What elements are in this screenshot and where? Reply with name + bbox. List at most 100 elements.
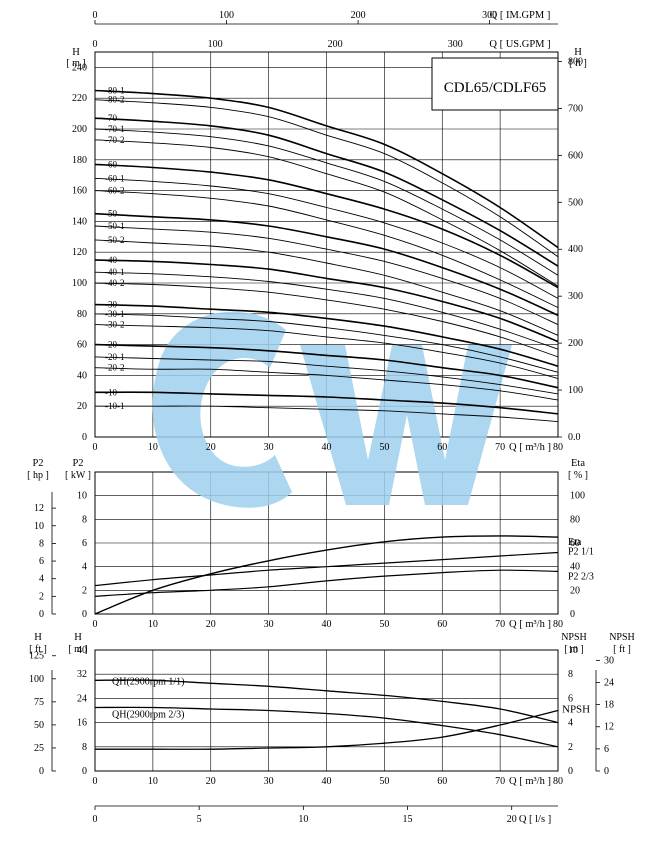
power-eta-title: [ % ] [568,470,588,481]
power-x-tick-label: 20 [206,619,216,630]
head-ft-tick-label: 400 [568,244,583,255]
head-series-label: -60 [105,159,117,169]
power-hp-tick-label: 6 [39,556,44,567]
head-ft-unit: H [574,47,582,58]
watermark-c-shape [152,311,292,508]
power-curve-series [94,569,559,597]
power-eta-tick-label: 20 [570,585,580,596]
chart-title: CDL65/CDLF65 [444,80,547,96]
head-curve-series [94,259,559,343]
qh-ft-unit: H [34,632,42,643]
power-eta-tick-label: 0 [570,609,575,620]
head-curve-series [94,391,559,415]
npsh-m-tick-label: 4 [568,718,573,729]
head-y-tick-label: 220 [72,93,87,104]
power-kw-unit: P2 [72,458,83,469]
head-curve-series [94,282,559,358]
head-series-label: -80-2 [105,95,125,105]
power-x-tick-label: 60 [437,619,447,630]
head-series-label: -10-1 [105,401,125,411]
power-eta-unit: Eta [571,458,585,469]
head-curve-series [94,324,559,379]
head-y-tick-label: 80 [77,309,87,320]
power-x-tick-label: 30 [264,619,274,630]
ls-tick-label: 10 [298,814,308,825]
qh-x-tick-label: 80 [553,776,563,787]
head-curve-series [94,190,559,309]
npsh-ft-tick-label: 12 [604,722,614,733]
power-hp-tick-label: 12 [34,503,44,514]
head-curve-series [94,313,559,373]
head-series-label: -40-2 [105,278,125,288]
us-gpm-tick-label: 0 [93,39,98,50]
power-eta-tick-label: 40 [570,562,580,573]
npsh-ft-title: [ ft ] [613,644,631,655]
head-x-tick-label: 50 [379,442,389,453]
power-hp-unit: P2 [32,458,43,469]
head-curve-series [94,177,559,299]
power-eta-tick-label: 100 [570,491,585,502]
head-x-tick-label: 70 [495,442,505,453]
head-x-tick-label: 30 [264,442,274,453]
npsh-m-tick-label: 2 [568,742,573,753]
ls-tick-label: 5 [197,814,202,825]
qh-curve-series [94,679,559,724]
power-eta-tick-label: 80 [570,514,580,525]
power-hp-tick-label: 2 [39,591,44,602]
qh-m-unit: H [74,632,82,643]
im-gpm-tick-label: 100 [219,10,234,21]
npsh-m-tick-label: 10 [568,645,578,656]
npsh-m-title: [ m ] [564,644,583,655]
power-kw-tick-label: 4 [82,562,87,573]
us-gpm-tick-label: 300 [448,39,463,50]
head-y-tick-label: 180 [72,155,87,166]
head-y-tick-label: 140 [72,216,87,227]
head-ft-tick-label: 800 [568,56,583,67]
p2-twothirds-series-label: P2 2/3 [568,571,594,582]
p2-full-series-label: P2 1/1 [568,546,594,557]
head-curve-series [94,367,559,401]
power-kw-tick-label: 8 [82,514,87,525]
npsh-ft-tick-label: 6 [604,744,609,755]
qh-x-tick-label: 10 [148,776,158,787]
qh-ft-tick-label: 25 [34,743,44,754]
qh-x-tick-label: 50 [379,776,389,787]
power-x-axis-title: Q [ m³/h ] [509,619,551,630]
head-ft-tick-label: 200 [568,338,583,349]
head-x-tick-label: 0 [93,442,98,453]
eta-series-label: Eta [568,537,582,548]
power-hp-tick-label: 4 [39,574,44,585]
head-x-tick-label: 10 [148,442,158,453]
head-curve-series [94,99,559,258]
im-gpm-tick-label: 0 [93,10,98,21]
head-ft-tick-label: 500 [568,197,583,208]
head-y-tick-label: 200 [72,124,87,135]
qh-m-tick-label: 16 [77,718,87,729]
qh-x-tick-label: 30 [264,776,274,787]
npsh-ft-tick-label: 0 [604,766,609,777]
us-gpm-tick-label: 200 [328,39,343,50]
power-hp-tick-label: 10 [34,521,44,532]
head-curve-series [94,356,559,395]
head-ft-tick-label: 100 [568,385,583,396]
ls-axis-title: Q [ l/s ] [519,814,551,825]
npsh-ft-tick-label: 18 [604,700,614,711]
curves-layer [94,89,559,750]
power-hp-tick-label: 8 [39,538,44,549]
power-kw-title: [ kW ] [65,470,91,481]
head-ft-tick-label: 300 [568,291,583,302]
qh-curve-series [95,709,559,750]
qh-m-title: [ m ] [68,644,87,655]
npsh-m-tick-label: 6 [568,693,573,704]
head-series-label: -20 [105,340,117,350]
power-x-tick-label: 50 [379,619,389,630]
head-curve-series [94,212,559,317]
head-curve-series [94,163,559,289]
qh-x-tick-label: 60 [437,776,447,787]
qh-m-tick-label: 0 [82,766,87,777]
power-curve-series [94,535,559,615]
head-y-tick-label: 160 [72,186,87,197]
qh-m-tick-label: 32 [77,669,87,680]
head-curve-series [94,343,559,389]
qh-m-tick-label: 40 [77,645,87,656]
